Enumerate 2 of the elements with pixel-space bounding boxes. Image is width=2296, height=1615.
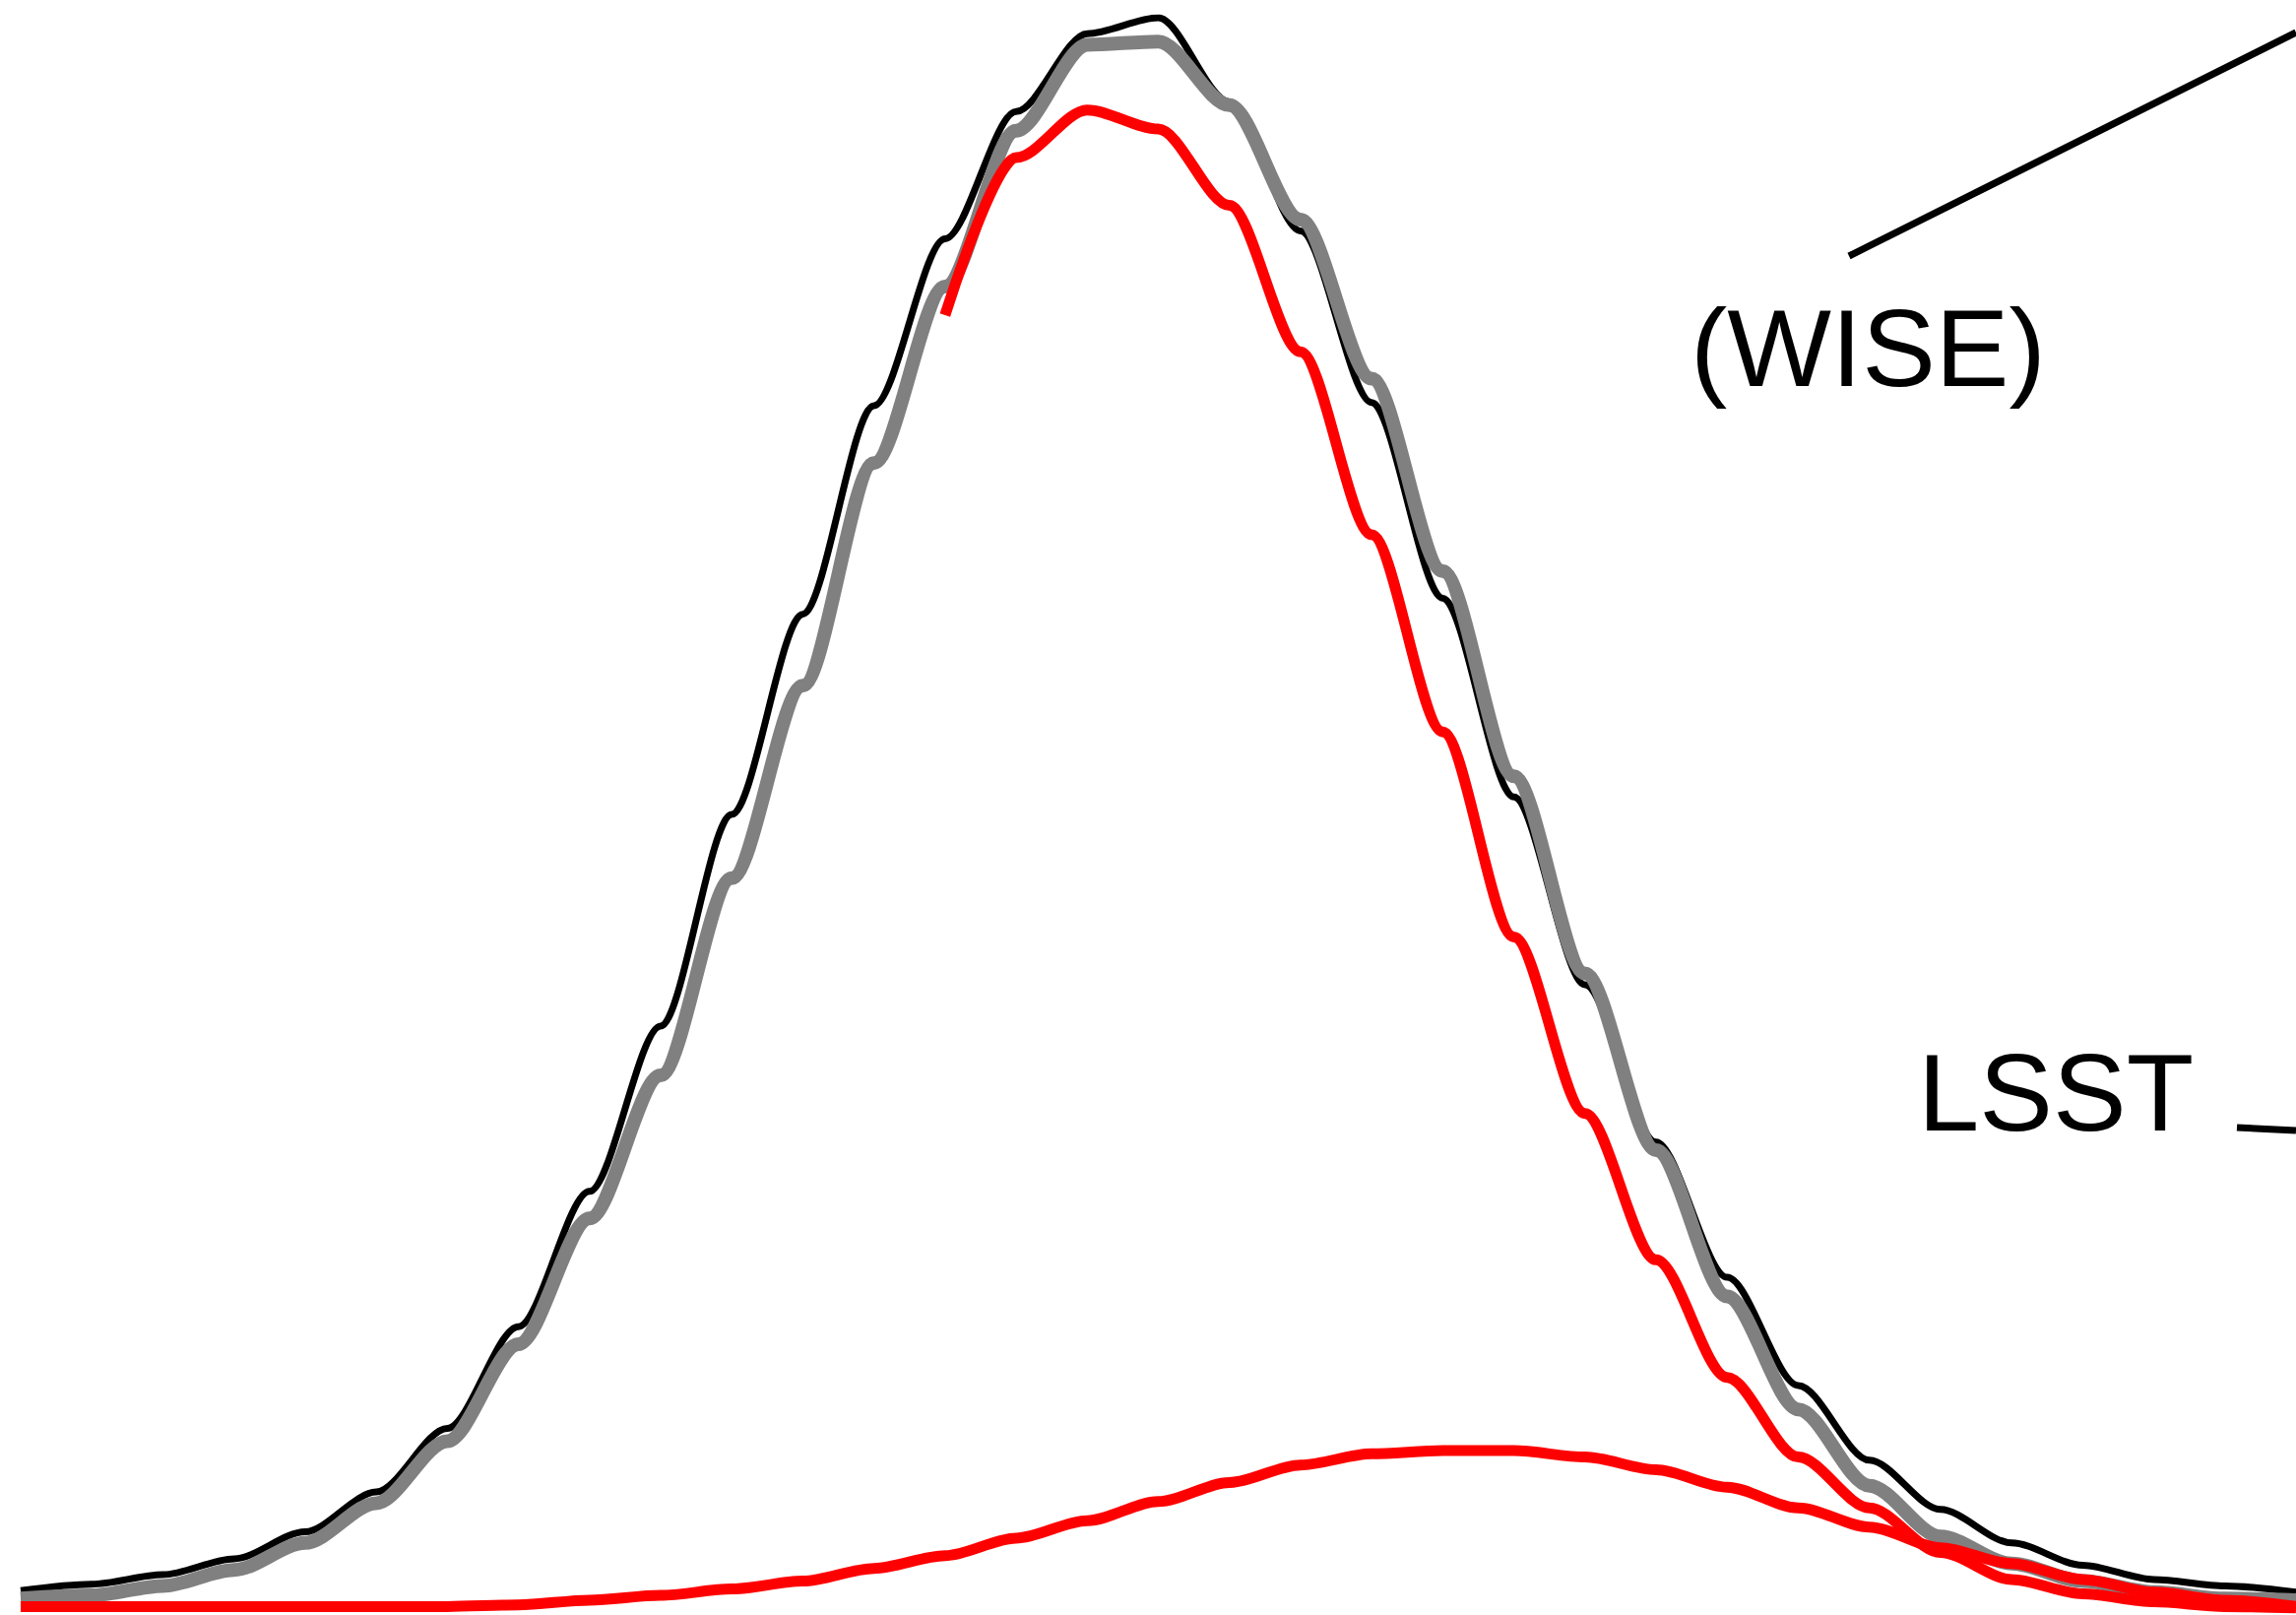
annotation: (WISE) [1690, 287, 2046, 410]
annotation: LSST [1918, 1031, 2195, 1154]
